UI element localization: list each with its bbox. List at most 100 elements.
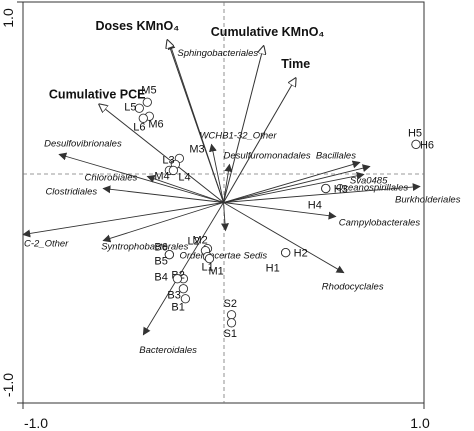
sample-b4: B4 <box>154 272 183 284</box>
sample-point <box>134 103 144 113</box>
species-vector-rhodocyclales: Rhodocyclales <box>223 202 384 293</box>
species-vector-desulfuromonadales: Desulfuromonadales <box>223 150 311 203</box>
sample-point <box>411 139 421 150</box>
species-label: Sva0485 <box>350 175 388 186</box>
sample-point <box>142 97 152 107</box>
sample-b5: B5 <box>154 249 175 268</box>
species-arrow <box>223 160 361 203</box>
species-vector-chlorobiales: Chlorobiales <box>84 172 224 203</box>
env-label: Cumulative PCE <box>49 87 146 101</box>
sample-label: H3 <box>334 183 348 195</box>
x-tick-label-min: -1.0 <box>24 415 48 431</box>
y-tick-label-min: -1.0 <box>0 373 16 397</box>
sample-label: H1 <box>266 263 280 275</box>
sample-point <box>178 284 189 294</box>
sample-h4: H4 <box>308 183 331 211</box>
sample-b3: B3 <box>167 284 189 302</box>
env-vector-doses-kmno: Doses KMnO₄ <box>95 19 224 203</box>
sample-l4: L4 <box>168 165 191 183</box>
species-vectors: Sphingobacteriales WCHB1-32_Other Desulfov… <box>22 41 461 356</box>
sample-l5: L5 <box>124 101 144 113</box>
species-arrow <box>223 202 337 220</box>
sample-label: L4 <box>178 171 190 183</box>
sample-label: L3 <box>162 154 174 166</box>
species-label: Campylobacterales <box>339 218 421 229</box>
sample-label: H6 <box>420 139 434 151</box>
sample-label: B3 <box>167 290 180 302</box>
species-label: Order Incertae Sedis <box>180 251 268 262</box>
species-arrow <box>221 202 229 232</box>
species-label: Chlorobiales <box>84 172 137 183</box>
sample-label: B6 <box>154 242 167 254</box>
sample-label: L5 <box>124 101 136 113</box>
env-vector-time: Time <box>223 57 310 203</box>
species-label: C-2_Other <box>24 239 69 250</box>
env-label: Time <box>281 57 310 71</box>
species-vector-syntrophobacterales: Syntrophobacterales <box>101 202 224 253</box>
sample-m5: M5 <box>141 84 157 107</box>
sample-label: S1 <box>224 328 237 340</box>
sample-s1: S1 <box>224 318 237 340</box>
sample-label: L1 <box>201 262 213 274</box>
sample-h1: H1 <box>266 247 291 275</box>
sample-point <box>168 165 179 176</box>
species-arrow <box>223 202 345 274</box>
species-label: Bacteroidales <box>139 345 197 356</box>
sample-m6: M6 <box>144 111 164 130</box>
species-vector-c-2-other: C-2_Other <box>22 202 224 250</box>
sample-label: M1 <box>208 266 223 278</box>
species-label: Burkholderiales <box>395 194 461 205</box>
species-vector-sva0485: Sva0485 <box>223 164 388 203</box>
sample-label: B1 <box>171 302 184 314</box>
species-label: Desulfovibrionales <box>44 138 122 149</box>
sample-label: H4 <box>308 199 322 211</box>
sample-label: H2 <box>294 248 308 260</box>
env-arrow <box>223 78 296 203</box>
env-arrow <box>223 46 264 203</box>
env-label: Cumulative KMnO₄ <box>211 25 325 39</box>
sample-label: B5 <box>154 256 167 268</box>
ticks <box>17 1 425 409</box>
plot-frame <box>22 1 425 404</box>
species-arrow <box>58 152 224 203</box>
sample-point <box>226 310 237 320</box>
sample-label: B4 <box>154 272 167 284</box>
species-vector-clostridiales: Clostridiales <box>45 185 224 203</box>
env-label: Doses KMnO₄ <box>95 19 179 33</box>
sample-point <box>138 113 148 123</box>
sample-h6: H6 <box>411 139 434 151</box>
env-arrow <box>99 104 224 203</box>
sample-label: M4 <box>154 170 169 182</box>
species-arrow <box>223 183 421 203</box>
species-label: Rhodocyclales <box>322 282 384 293</box>
sample-s2: S2 <box>224 298 237 320</box>
sample-label: S2 <box>224 298 237 310</box>
sample-m1: M1 <box>204 253 224 278</box>
environmental-vectors: Doses KMnO₄ Cumulative KMnO₄ Time Cumulativ… <box>49 19 325 203</box>
sample-l6: L6 <box>133 113 148 133</box>
species-arrow <box>223 171 365 203</box>
species-label: Desulfuromonadales <box>224 150 311 161</box>
species-arrow <box>223 164 371 203</box>
sample-point <box>180 294 191 304</box>
sample-label: H5 <box>408 127 422 139</box>
species-vector-wchb1-32-other: WCHB1-32_Other <box>199 130 277 203</box>
species-label: Clostridiales <box>45 186 97 197</box>
sample-label: L6 <box>133 121 145 133</box>
y-tick-label-max: 1.0 <box>0 8 16 28</box>
sample-label: M6 <box>148 118 163 130</box>
sample-point <box>164 249 175 260</box>
species-arrow <box>22 202 224 238</box>
species-vector-campylobacterales: Campylobacterales <box>223 202 421 229</box>
species-vector-desulfovibrionales: Desulfovibrionales <box>44 138 224 203</box>
species-arrow <box>146 174 224 203</box>
sample-label: M2 <box>192 235 207 247</box>
env-vector-cumulative-pce: Cumulative PCE <box>49 87 224 203</box>
species-vector-burkholderiales: Burkholderiales <box>223 183 461 205</box>
species-label: Oceanospirillales <box>336 182 409 193</box>
sample-point <box>204 253 215 264</box>
sample-m3: M3 <box>174 143 205 164</box>
sample-label: M3 <box>189 143 204 155</box>
species-arrow <box>142 202 224 336</box>
